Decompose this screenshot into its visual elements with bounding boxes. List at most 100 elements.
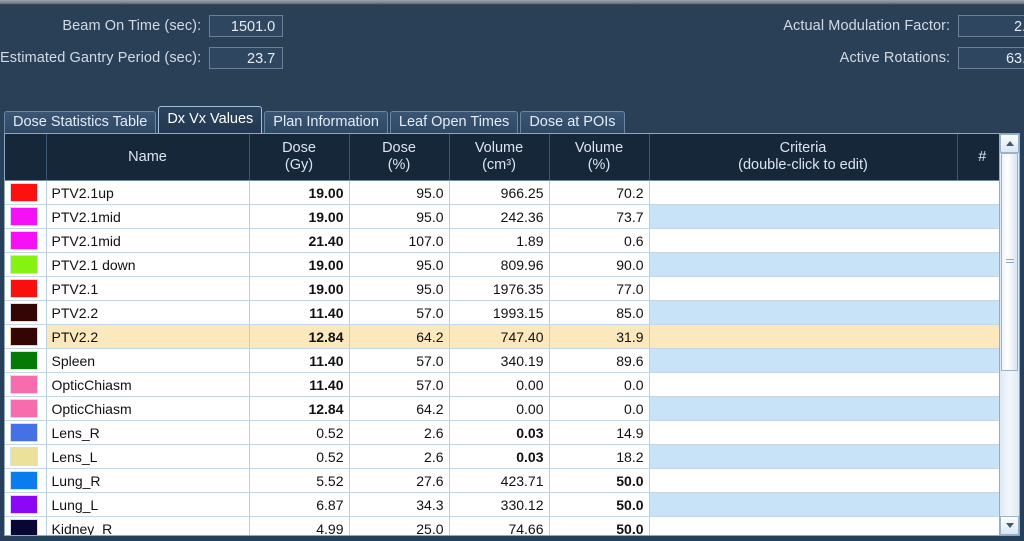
cell-dose_gy[interactable]: 6.87 bbox=[249, 492, 350, 517]
structure-color-swatch[interactable] bbox=[10, 351, 38, 370]
cell-vol_cm3[interactable]: 966.25 bbox=[449, 180, 550, 205]
structure-color-cell[interactable] bbox=[5, 228, 47, 253]
cell-dose_pct[interactable]: 64.2 bbox=[349, 324, 450, 349]
cell-vol_pct[interactable]: 70.2 bbox=[549, 180, 650, 205]
cell-criteria[interactable] bbox=[649, 252, 999, 277]
cell-criteria[interactable] bbox=[649, 276, 999, 301]
structure-color-cell[interactable] bbox=[5, 204, 47, 229]
cell-dose_gy[interactable]: 0.52 bbox=[249, 444, 350, 469]
cell-vol_cm3[interactable]: 1.89 bbox=[449, 228, 550, 253]
tab-dose-statistics-table[interactable]: Dose Statistics Table bbox=[4, 111, 157, 133]
cell-name[interactable]: Kidney_R bbox=[46, 516, 250, 535]
tab-leaf-open-times[interactable]: Leaf Open Times bbox=[389, 111, 519, 133]
scroll-down-button[interactable] bbox=[1000, 516, 1019, 535]
table-row[interactable]: PTV2.1mid 19.00 95.0 242.36 73.7 bbox=[5, 204, 999, 229]
column-header-swatch[interactable] bbox=[5, 134, 47, 181]
structure-color-cell[interactable] bbox=[5, 396, 47, 421]
table-row[interactable]: OpticChiasm 11.40 57.0 0.00 0.0 bbox=[5, 372, 999, 397]
actual-modulation-factor-value[interactable]: 2.5 bbox=[958, 15, 1024, 37]
cell-vol_pct[interactable]: 18.2 bbox=[549, 444, 650, 469]
cell-dose_pct[interactable]: 27.6 bbox=[349, 468, 450, 493]
table-row[interactable]: Spleen 11.40 57.0 340.19 89.6 bbox=[5, 348, 999, 373]
structure-color-cell[interactable] bbox=[5, 300, 47, 325]
structure-color-cell[interactable] bbox=[5, 324, 47, 349]
cell-dose_pct[interactable]: 95.0 bbox=[349, 180, 450, 205]
cell-vol_cm3[interactable]: 330.12 bbox=[449, 492, 550, 517]
cell-name[interactable]: PTV2.1up bbox=[46, 180, 250, 205]
cell-dose_gy[interactable]: 21.40 bbox=[249, 228, 350, 253]
cell-vol_cm3[interactable]: 747.40 bbox=[449, 324, 550, 349]
cell-vol_pct[interactable]: 31.9 bbox=[549, 324, 650, 349]
structure-color-cell[interactable] bbox=[5, 492, 47, 517]
structure-color-swatch[interactable] bbox=[10, 327, 38, 346]
structure-color-cell[interactable] bbox=[5, 348, 47, 373]
cell-criteria[interactable] bbox=[649, 372, 999, 397]
cell-vol_pct[interactable]: 0.6 bbox=[549, 228, 650, 253]
table-row[interactable]: Lung_R 5.52 27.6 423.71 50.0 bbox=[5, 468, 999, 493]
table-row[interactable]: Lens_L 0.52 2.6 0.03 18.2 bbox=[5, 444, 999, 469]
structure-color-cell[interactable] bbox=[5, 444, 47, 469]
cell-criteria[interactable] bbox=[649, 204, 999, 229]
cell-dose_gy[interactable]: 19.00 bbox=[249, 204, 350, 229]
cell-dose_gy[interactable]: 5.52 bbox=[249, 468, 350, 493]
cell-name[interactable]: Spleen bbox=[46, 348, 250, 373]
structure-color-swatch[interactable] bbox=[10, 207, 38, 226]
structure-color-swatch[interactable] bbox=[10, 279, 38, 298]
cell-vol_cm3[interactable]: 0.00 bbox=[449, 372, 550, 397]
cell-vol_pct[interactable]: 14.9 bbox=[549, 420, 650, 445]
cell-dose_gy[interactable]: 0.52 bbox=[249, 420, 350, 445]
cell-vol_cm3[interactable]: 242.36 bbox=[449, 204, 550, 229]
cell-name[interactable]: Lens_R bbox=[46, 420, 250, 445]
cell-criteria[interactable] bbox=[649, 396, 999, 421]
cell-dose_gy[interactable]: 4.99 bbox=[249, 516, 350, 535]
column-header-vol_cm3[interactable]: Volume (cm³) bbox=[449, 134, 550, 181]
cell-name[interactable]: Lens_L bbox=[46, 444, 250, 469]
cell-dose_pct[interactable]: 25.0 bbox=[349, 516, 450, 535]
table-row[interactable]: PTV2.1up 19.00 95.0 966.25 70.2 bbox=[5, 180, 999, 205]
cell-dose_pct[interactable]: 64.2 bbox=[349, 396, 450, 421]
table-row[interactable]: Lens_R 0.52 2.6 0.03 14.9 bbox=[5, 420, 999, 445]
vertical-scrollbar[interactable] bbox=[999, 134, 1019, 535]
column-header-name[interactable]: Name bbox=[46, 134, 250, 181]
structure-color-cell[interactable] bbox=[5, 420, 47, 445]
cell-name[interactable]: PTV2.1 bbox=[46, 276, 250, 301]
structure-color-swatch[interactable] bbox=[10, 447, 38, 466]
table-row[interactable]: PTV2.2 11.40 57.0 1993.15 85.0 bbox=[5, 300, 999, 325]
structure-color-swatch[interactable] bbox=[10, 183, 38, 202]
cell-dose_gy[interactable]: 12.84 bbox=[249, 396, 350, 421]
cell-vol_pct[interactable]: 0.0 bbox=[549, 372, 650, 397]
tab-dx-vx-values[interactable]: Dx Vx Values bbox=[158, 106, 263, 133]
cell-name[interactable]: OpticChiasm bbox=[46, 396, 250, 421]
tab-plan-information[interactable]: Plan Information bbox=[264, 111, 388, 133]
structure-color-swatch[interactable] bbox=[10, 423, 38, 442]
cell-vol_cm3[interactable]: 0.03 bbox=[449, 444, 550, 469]
cell-name[interactable]: Lung_L bbox=[46, 492, 250, 517]
cell-dose_pct[interactable]: 34.3 bbox=[349, 492, 450, 517]
active-rotations-value[interactable]: 63.3 bbox=[958, 47, 1024, 69]
cell-name[interactable]: PTV2.1 down bbox=[46, 252, 250, 277]
cell-criteria[interactable] bbox=[649, 516, 999, 535]
beam-on-time-value[interactable]: 1501.0 bbox=[209, 15, 284, 37]
cell-dose_gy[interactable]: 11.40 bbox=[249, 300, 350, 325]
structure-color-swatch[interactable] bbox=[10, 495, 38, 514]
cell-criteria[interactable] bbox=[649, 468, 999, 493]
cell-dose_gy[interactable]: 11.40 bbox=[249, 372, 350, 397]
structure-color-swatch[interactable] bbox=[10, 231, 38, 250]
structure-color-cell[interactable] bbox=[5, 252, 47, 277]
cell-dose_gy[interactable]: 19.00 bbox=[249, 276, 350, 301]
cell-dose_pct[interactable]: 57.0 bbox=[349, 372, 450, 397]
cell-vol_pct[interactable]: 50.0 bbox=[549, 492, 650, 517]
cell-dose_pct[interactable]: 95.0 bbox=[349, 204, 450, 229]
structure-color-cell[interactable] bbox=[5, 468, 47, 493]
cell-criteria[interactable] bbox=[649, 420, 999, 445]
scrollbar-thumb[interactable] bbox=[1001, 153, 1018, 371]
cell-vol_pct[interactable]: 77.0 bbox=[549, 276, 650, 301]
column-header-criteria[interactable]: Criteria (double-click to edit) bbox=[649, 134, 958, 181]
cell-criteria[interactable] bbox=[649, 348, 999, 373]
cell-dose_pct[interactable]: 95.0 bbox=[349, 276, 450, 301]
structure-color-swatch[interactable] bbox=[10, 303, 38, 322]
structure-color-swatch[interactable] bbox=[10, 255, 38, 274]
cell-vol_cm3[interactable]: 340.19 bbox=[449, 348, 550, 373]
cell-vol_cm3[interactable]: 809.96 bbox=[449, 252, 550, 277]
cell-dose_gy[interactable]: 11.40 bbox=[249, 348, 350, 373]
